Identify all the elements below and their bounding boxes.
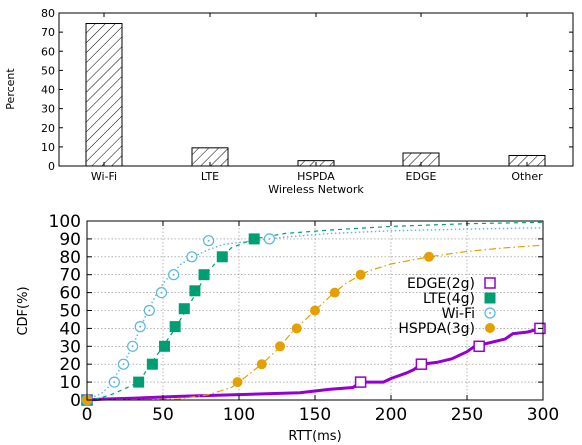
data-point-LTE(4g) xyxy=(216,251,228,263)
bar-y-tick-label: 20 xyxy=(41,122,55,135)
cdf-x-tick-label: 300 xyxy=(527,405,559,425)
legend-label: EDGE(2g) xyxy=(407,276,475,292)
data-point-EDGE(2g) xyxy=(354,376,367,388)
cdf-y-tick-label: 60 xyxy=(59,284,81,304)
data-point-HSPDA(3g) xyxy=(291,323,302,334)
data-point-HSPDA(3g) xyxy=(310,305,320,316)
legend-marker xyxy=(484,292,496,304)
legend-marker xyxy=(484,277,496,289)
data-point-Wi-Fi xyxy=(134,321,146,333)
bar-y-tick-label: 70 xyxy=(41,26,55,39)
cdf-y-tick-label: 20 xyxy=(59,355,81,375)
bar-category-label: Wi-Fi xyxy=(91,170,117,183)
data-point-HSPDA(3g) xyxy=(275,341,286,352)
cdf-y-tick-label: 100 xyxy=(49,212,81,232)
cdf-series xyxy=(81,221,546,406)
data-point-Wi-Fi xyxy=(117,358,130,370)
bar-y-axis-label: Percent xyxy=(4,68,17,110)
bar-y-axis: 0 10 20 30 40 50 60 70 80 xyxy=(41,7,573,173)
bar-category-label: Other xyxy=(511,170,543,183)
bar-category-label: EDGE xyxy=(406,170,437,183)
legend-label: LTE(4g) xyxy=(423,291,475,307)
data-point-Wi-Fi xyxy=(143,304,155,317)
bar-x-axis: Wi-Fi LTE HSPDA EDGE Other xyxy=(91,13,543,183)
data-point-Wi-Fi xyxy=(168,269,180,281)
bar-y-tick-label: 0 xyxy=(48,160,55,173)
cdf-y-tick-label: 50 xyxy=(59,302,81,322)
bar-category-label: LTE xyxy=(201,170,219,183)
legend-label: Wi-Fi xyxy=(442,306,475,322)
data-point-HSPDA(3g) xyxy=(232,377,243,388)
data-point-HSPDA(3g) xyxy=(329,287,340,298)
data-point-LTE(4g) xyxy=(248,233,260,245)
legend-marker xyxy=(484,307,496,319)
data-point-HSPDA(3g) xyxy=(424,251,434,262)
data-point-LTE(4g) xyxy=(146,358,158,370)
data-point-LTE(4g) xyxy=(159,340,171,352)
cdf-x-axis-label: RTT(ms) xyxy=(288,429,341,444)
data-point-HSPDA(3g) xyxy=(256,359,267,370)
data-point-LTE(4g) xyxy=(198,269,210,281)
cdf-x-tick-label: 150 xyxy=(299,405,331,425)
data-point-Wi-Fi xyxy=(108,376,120,388)
data-point-LTE(4g) xyxy=(178,303,190,315)
bar-x-axis-label: Wireless Network xyxy=(268,183,364,196)
series-line-Wi-Fi xyxy=(86,227,544,401)
legend-marker xyxy=(485,323,495,333)
data-point-Wi-Fi xyxy=(203,235,215,247)
cdf-x-tick-label: 200 xyxy=(375,405,407,425)
bar-y-tick-label: 50 xyxy=(41,64,55,77)
bar-y-tick-label: 40 xyxy=(41,84,55,97)
bar-chart: 0 10 20 30 40 50 60 70 80 Wi-Fi LTE HSPDA EDGE Other… xyxy=(4,7,574,196)
cdf-y-tick-label: 10 xyxy=(59,373,81,393)
series-line-EDGE(2g) xyxy=(86,326,541,402)
cdf-x-tick-label: 0 xyxy=(82,405,93,425)
cdf-y-tick-label: 70 xyxy=(59,266,81,286)
data-point-Wi-Fi xyxy=(263,233,275,245)
bar-plot-frame xyxy=(58,12,574,167)
series-line-HSPDA(3g) xyxy=(86,244,544,401)
bar-series xyxy=(85,23,546,167)
legend-label: HSPDA(3g) xyxy=(398,321,475,337)
data-point-Wi-Fi xyxy=(186,251,198,263)
data-point-LTE(4g) xyxy=(189,285,201,297)
bar-category-label: HSPDA xyxy=(297,170,335,183)
cdf-y-tick-label: 0 xyxy=(70,391,81,411)
cdf-y-tick-label: 90 xyxy=(59,230,81,250)
cdf-y-axis-label: CDF(%) xyxy=(16,286,31,335)
bar-y-tick-label: 80 xyxy=(41,7,55,20)
data-point-HSPDA(3g) xyxy=(355,269,366,280)
data-point-Wi-Fi xyxy=(155,287,168,299)
cdf-y-tick-label: 40 xyxy=(59,319,81,339)
bar-y-tick-label: 10 xyxy=(41,141,55,154)
cdf-x-tick-label: 100 xyxy=(223,405,255,425)
data-point-LTE(4g) xyxy=(133,376,145,388)
data-point-Wi-Fi xyxy=(127,340,139,352)
cdf-x-tick-label: 250 xyxy=(451,405,483,425)
data-point-EDGE(2g) xyxy=(473,340,485,353)
cdf-x-tick-label: 50 xyxy=(152,405,174,425)
cdf-y-tick-label: 30 xyxy=(59,337,81,357)
bar xyxy=(85,23,123,167)
bar-y-tick-label: 60 xyxy=(41,45,55,58)
cdf-x-axis: 0 50 100 150 200 250 300 xyxy=(82,221,559,425)
bar-y-tick-label: 30 xyxy=(41,103,55,116)
data-point-EDGE(2g) xyxy=(415,358,428,370)
cdf-y-tick-label: 80 xyxy=(59,248,81,268)
data-point-LTE(4g) xyxy=(169,321,181,333)
